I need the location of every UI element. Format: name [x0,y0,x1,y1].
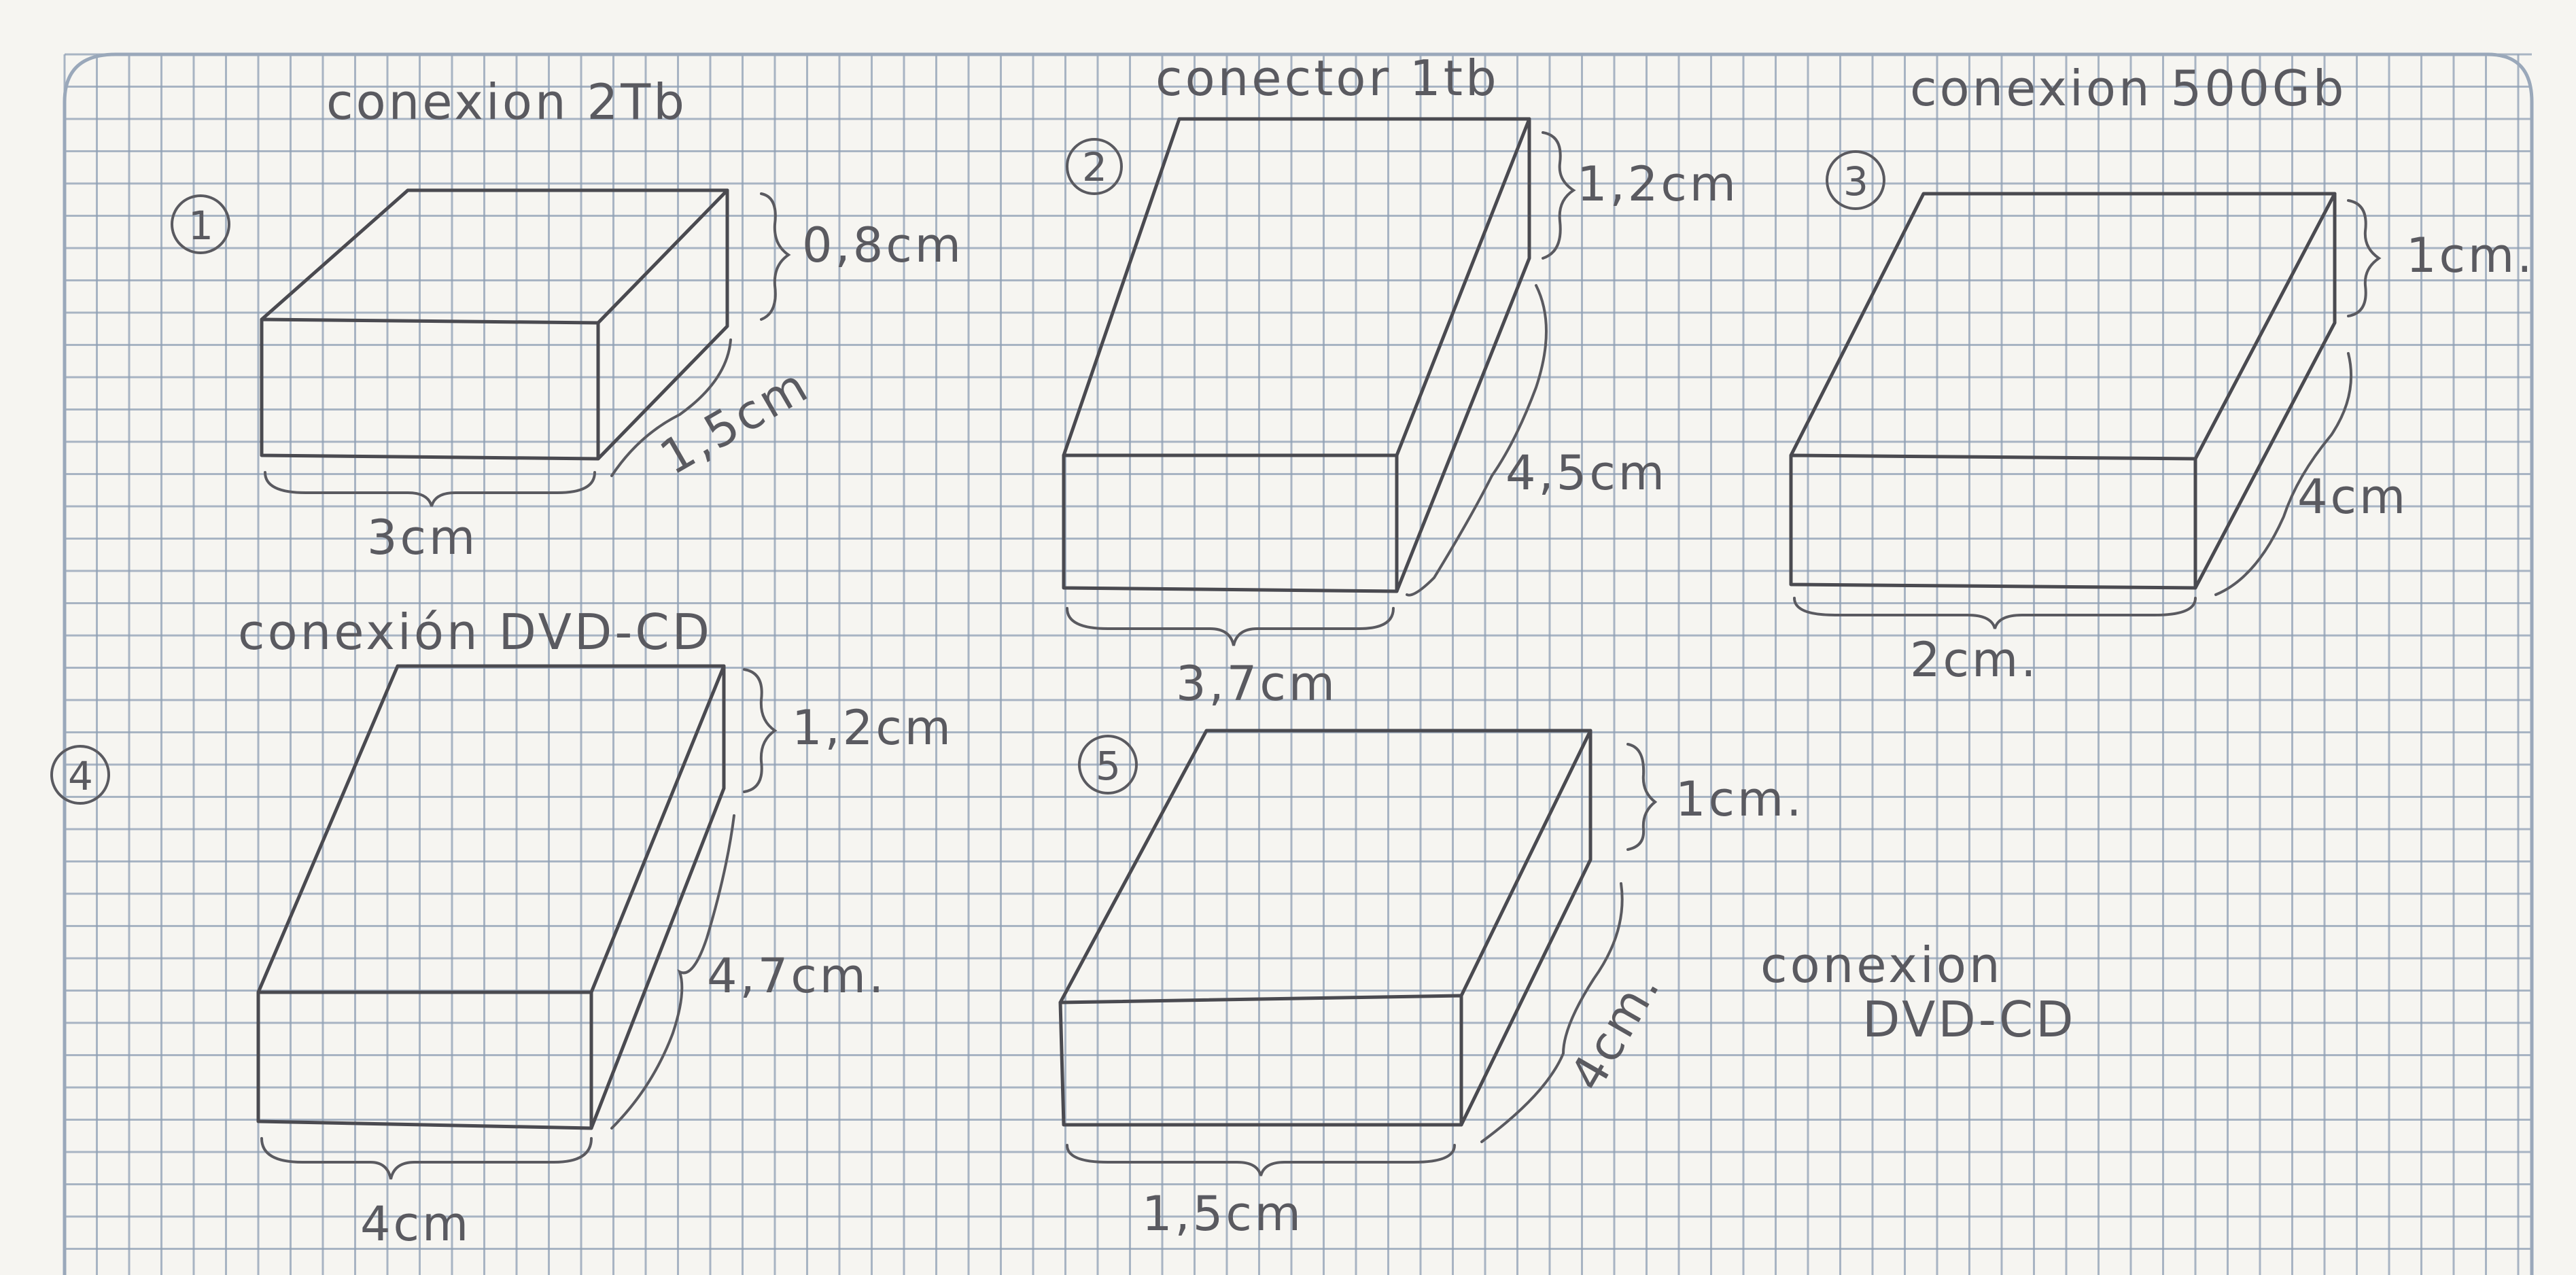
box-2-depth-label: 4,5cm [1505,445,1667,501]
box-2-depth-brace [1406,284,1548,597]
box-1-depth-label: 1,5cm [651,357,819,486]
box-4: conexión DVD-CD 4 1,2cm 4,7cm. 4cm [50,604,954,1252]
box-4-number-circle [50,745,110,805]
box-5-height-brace [1626,743,1658,851]
box-3-side-face [2193,192,2337,590]
box-1-width-brace [264,471,596,507]
box-5-number: 5 [1096,743,1124,789]
box-3-height-brace [2347,199,2382,317]
box-5-depth-label: 4cm. [1559,960,1672,1100]
box-3-top-face [1789,192,2337,461]
box-3-width-label: 2cm. [1910,632,2038,688]
box-1-side-face [596,188,729,461]
box-3-depth-brace [2214,352,2353,596]
box-1-number: 1 [188,203,216,249]
box-5-height-label: 1cm. [1675,771,1804,827]
box-4-width-brace [260,1137,593,1180]
box-1-front-face [260,317,600,461]
box-2-height-label: 1,2cm [1577,156,1739,212]
box-1-top-face [260,188,729,325]
box-4-height-label: 1,2cm [792,700,954,756]
box-4-top-face [256,664,726,994]
box-4-title: conexión DVD-CD [238,604,712,661]
box-1-title: conexion 2Tb [326,73,687,130]
box-2-width-label: 3,7cm [1176,656,1338,712]
box-4-depth-label: 4,7cm. [707,948,886,1004]
box-5-width-label: 1,5cm [1142,1186,1304,1242]
box-5-front-face [1058,994,1463,1127]
box-2-side-face [1395,117,1531,593]
box-4-width-label: 4cm [360,1196,471,1252]
box-1-width-label: 3cm [367,510,478,565]
box-3: conexion 500Gb 3 1cm. 4cm 2cm. [1789,60,2535,688]
box-1-height-label: 0,8cm [802,217,964,273]
box-2: conector 1tb 2 1,2cm 4,5cm 3,7cm [1062,50,1739,712]
box-3-height-label: 1cm. [2406,228,2535,283]
box-2-top-face [1062,117,1531,457]
box-4-depth-brace [610,814,735,1130]
box-3-number-circle [1826,150,1885,210]
box-1-depth-brace [610,338,732,477]
box-5-title: conexion DVD-CD [1760,937,2076,1048]
box-4-side-face [589,664,726,1130]
box-3-front-face [1789,453,2197,590]
box-1-number-circle [171,194,230,254]
box-4-height-brace [743,668,778,793]
box-2-width-brace [1066,607,1395,646]
box-5: 5 1cm. 4cm. 1,5cm conexion DVD-CD [1058,729,2076,1242]
box-4-number: 4 [68,753,96,799]
page-border [63,52,2534,1275]
box-5-number-circle [1078,735,1138,794]
box-3-number: 3 [1843,158,1871,205]
box-3-width-brace [1793,597,2197,629]
box-3-depth-label: 4cm [2297,469,2408,525]
box-2-number-circle [1066,138,1123,195]
box-5-width-brace [1066,1144,1456,1176]
box-2-height-brace [1542,131,1576,260]
box-3-title: conexion 500Gb [1910,60,2346,117]
box-5-side-face [1459,729,1592,1127]
box-4-front-face [256,990,593,1130]
box-5-depth-brace [1480,882,1624,1143]
box-5-top-face [1058,729,1592,1005]
box-2-title: conector 1tb [1155,50,1499,107]
box-1-height-brace [760,192,791,321]
box-2-number: 2 [1082,144,1110,190]
